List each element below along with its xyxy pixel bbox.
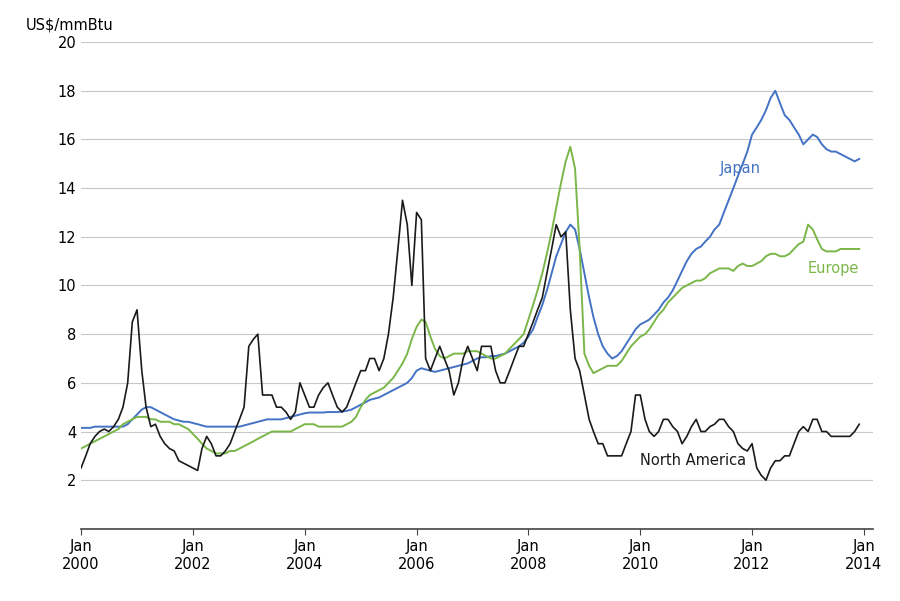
Text: US$/mmBtu: US$/mmBtu <box>25 17 113 32</box>
Text: Japan: Japan <box>719 161 760 176</box>
Text: Europe: Europe <box>808 261 860 276</box>
Text: North America: North America <box>640 453 746 468</box>
